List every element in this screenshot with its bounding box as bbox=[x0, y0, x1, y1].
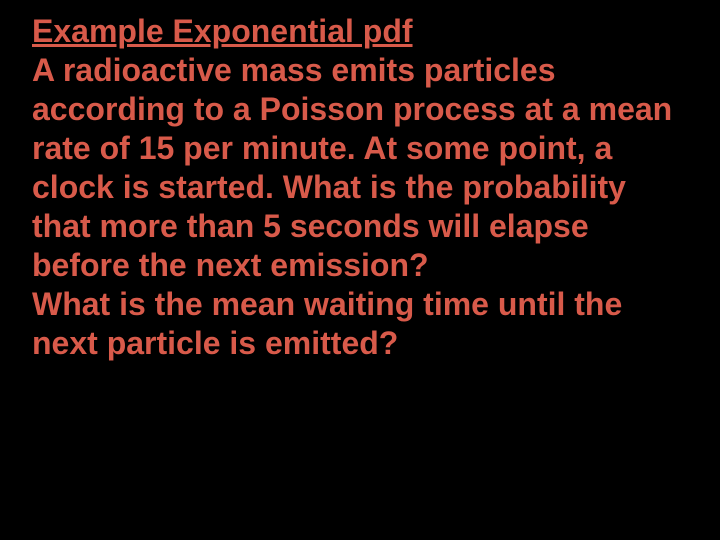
slide-text: Example Exponential pdf A radioactive ma… bbox=[32, 12, 692, 363]
slide-body-1: A radioactive mass emits particles accor… bbox=[32, 52, 672, 283]
slide-title: Example Exponential pdf bbox=[32, 13, 413, 49]
slide: Example Exponential pdf A radioactive ma… bbox=[0, 0, 720, 540]
slide-body-2: What is the mean waiting time until the … bbox=[32, 286, 622, 361]
